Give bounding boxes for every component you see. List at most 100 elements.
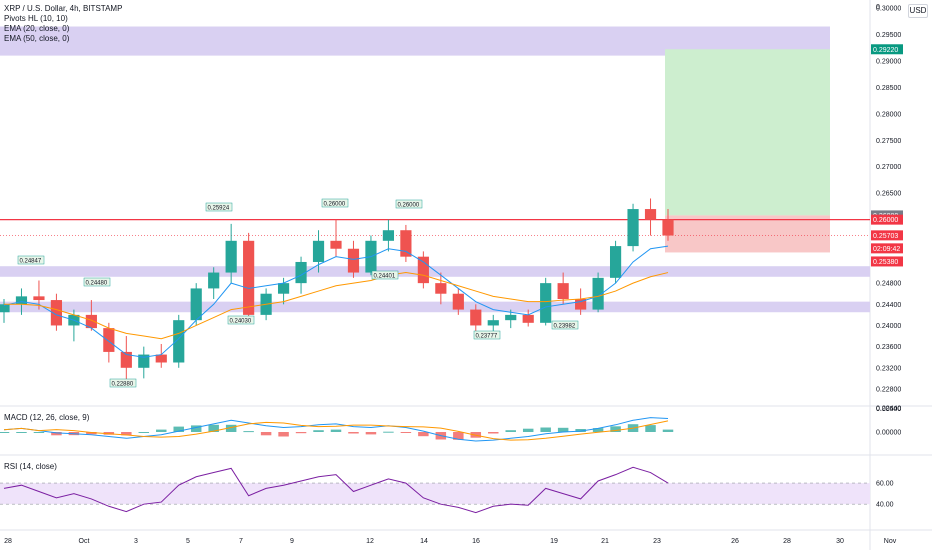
candle [575, 299, 587, 310]
macd-histogram-bar [592, 428, 604, 432]
macd-histogram-bar [400, 432, 412, 433]
candle [557, 283, 569, 300]
price-tag [871, 243, 903, 254]
macd-signal-line [3, 420, 669, 441]
price-tag [871, 44, 903, 55]
pivot-label: 0.23982 [554, 324, 576, 330]
price-axis-tick: 0.30000 [876, 6, 901, 13]
candle [312, 240, 325, 262]
candle [120, 351, 132, 368]
x-axis-tick: 28 [4, 538, 12, 545]
pivot-label: 0.26000 [398, 203, 420, 209]
candle [470, 309, 482, 326]
x-axis-tick: 23 [653, 538, 661, 545]
rsi-axis-tick: 60.00 [876, 481, 894, 488]
pivot-label-box [371, 270, 399, 280]
macd-histogram-bar [260, 432, 272, 436]
rsi-label[interactable]: RSI (14, close) [4, 462, 57, 471]
price-axis-tick: 0.26500 [876, 191, 901, 198]
pivot-label: 0.24030 [230, 319, 252, 325]
x-axis-tick: 9 [290, 538, 294, 545]
candle [15, 296, 28, 305]
price-axis-tick: 0.22800 [876, 386, 901, 393]
pivot-label: 0.23777 [476, 334, 498, 340]
macd-histogram-bar [348, 432, 359, 434]
candle [627, 209, 639, 247]
x-axis-tick: 12 [366, 538, 374, 545]
candle [662, 219, 674, 236]
candle [330, 240, 342, 249]
macd-histogram-bar [33, 432, 45, 433]
legend-pivots[interactable]: Pivots HL (10, 10) [4, 14, 68, 23]
pivot-label-box [395, 199, 423, 209]
price-axis-tick: 0.27500 [876, 138, 901, 145]
x-axis-tick: 19 [550, 538, 558, 545]
candle [505, 314, 517, 321]
candle [85, 314, 97, 329]
x-axis-tick: 14 [420, 538, 428, 545]
rsi-axis-tick: 40.00 [876, 502, 894, 509]
candle [243, 240, 255, 315]
macd-histogram-bar [243, 431, 254, 433]
x-axis-tick: 5 [186, 538, 190, 545]
candle [644, 209, 657, 220]
candle [208, 272, 220, 289]
price-tag-text: 0.26000 [873, 217, 898, 224]
macd-histogram-bar [295, 432, 307, 434]
pivot-label: 0.24401 [374, 274, 396, 280]
pivot-label-box [227, 315, 255, 325]
macd-histogram-bar [383, 431, 394, 433]
candle [277, 283, 290, 294]
legend-ema50[interactable]: EMA (50, close, 0) [4, 34, 70, 43]
candle [452, 293, 464, 310]
candle [609, 246, 622, 278]
price-axis-tick: 0.27000 [876, 164, 901, 171]
price-tag-text: 0.25380 [873, 259, 898, 266]
candle [435, 283, 447, 294]
candle [487, 320, 499, 326]
price-tag-text: 0.29220 [873, 47, 898, 54]
macd-histogram-bar [0, 432, 10, 433]
x-axis-tick: Oct [79, 538, 90, 545]
macd-histogram-bar [662, 429, 674, 432]
price-axis-tick: 0.29500 [876, 32, 901, 39]
legend-title: XRP / U.S. Dollar, 4h, BITSTAMP [4, 4, 123, 13]
macd-histogram-bar [190, 425, 202, 432]
macd-histogram-bar [645, 425, 656, 432]
price-axis-label: 0 [876, 4, 880, 11]
pivot-label: 0.22880 [112, 382, 134, 388]
macd-histogram-bar [208, 424, 219, 432]
price-axis-tick: 0.28500 [876, 85, 901, 92]
candle [540, 283, 552, 323]
x-axis-tick: 28 [783, 538, 791, 545]
price-axis-tick: 0.22440 [876, 406, 901, 413]
pivot-label: 0.24480 [86, 281, 108, 287]
candle [295, 261, 307, 284]
support-zone-upper [0, 266, 870, 277]
macd-histogram-bar [488, 432, 499, 434]
macd-histogram-bar [86, 432, 97, 435]
pivot-label-box [17, 255, 45, 265]
candle [138, 354, 150, 368]
macd-histogram-bar [313, 430, 324, 432]
macd-histogram-bar [16, 432, 27, 433]
macd-histogram-bar [418, 432, 429, 437]
currency-button[interactable]: USD [908, 4, 928, 18]
price-axis-tick: 0.23600 [876, 344, 901, 351]
candle [417, 256, 429, 284]
chart-legend: XRP / U.S. Dollar, 4h, BITSTAMP Pivots H… [4, 4, 122, 44]
price-axis-tick: 0.24400 [876, 302, 901, 309]
macd-histogram-bar [51, 432, 62, 436]
price-tag [871, 230, 903, 241]
pivot-label-box [473, 330, 501, 340]
macd-label[interactable]: MACD (12, 26, close, 9) [4, 413, 90, 422]
price-tag [871, 214, 903, 225]
macd-histogram-bar [225, 424, 237, 432]
pivot-label-box [205, 202, 233, 212]
x-axis-tick: 16 [472, 538, 480, 545]
legend-ema20[interactable]: EMA (20, close, 0) [4, 24, 70, 33]
x-axis-tick: 26 [731, 538, 739, 545]
price-tag-text: 02:09:42 [873, 246, 900, 253]
